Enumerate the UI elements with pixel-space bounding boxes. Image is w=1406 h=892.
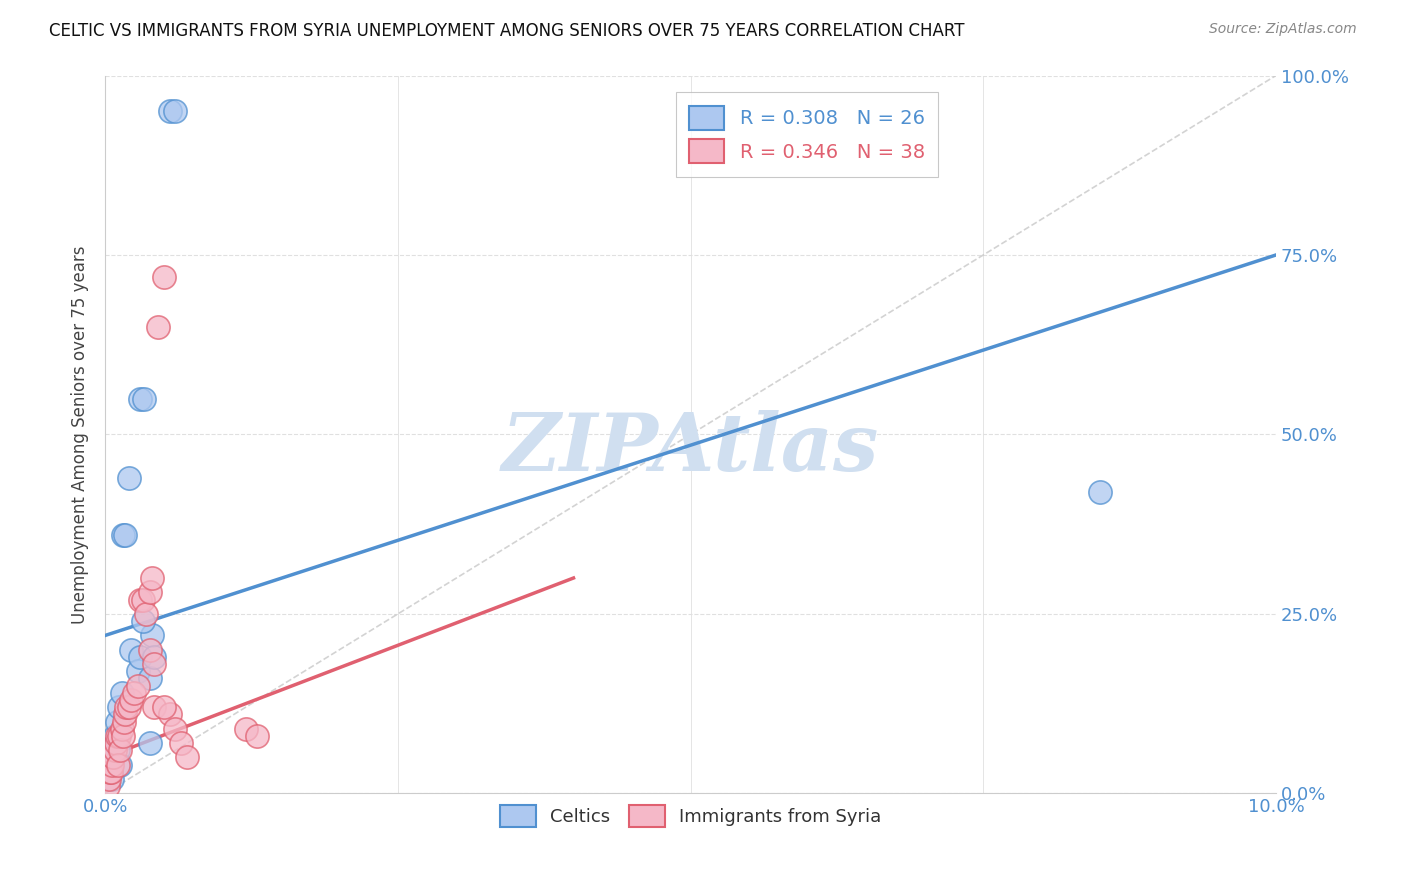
- Point: [143, 657, 166, 672]
- Point: [115, 700, 138, 714]
- Point: [143, 650, 166, 665]
- Point: [1090, 484, 1112, 499]
- Point: [246, 729, 269, 743]
- Point: [103, 743, 125, 757]
- Point: [110, 757, 132, 772]
- Point: [127, 679, 149, 693]
- Point: [146, 319, 169, 334]
- Text: Source: ZipAtlas.com: Source: ZipAtlas.com: [1209, 22, 1357, 37]
- Point: [152, 700, 174, 714]
- Point: [110, 686, 132, 700]
- Point: [107, 743, 129, 757]
- Point: [103, 750, 125, 764]
- Point: [127, 665, 149, 679]
- Point: [114, 528, 136, 542]
- Point: [152, 269, 174, 284]
- Point: [131, 592, 153, 607]
- Point: [107, 757, 129, 772]
- Text: CELTIC VS IMMIGRANTS FROM SYRIA UNEMPLOYMENT AMONG SENIORS OVER 75 YEARS CORRELA: CELTIC VS IMMIGRANTS FROM SYRIA UNEMPLOY…: [49, 22, 965, 40]
- Point: [129, 392, 152, 406]
- Point: [120, 693, 142, 707]
- Y-axis label: Unemployment Among Seniors over 75 years: Unemployment Among Seniors over 75 years: [72, 245, 89, 624]
- Point: [235, 722, 257, 736]
- Text: ZIPAtlas: ZIPAtlas: [502, 410, 879, 488]
- Point: [101, 757, 124, 772]
- Point: [132, 392, 155, 406]
- Point: [103, 729, 125, 743]
- Point: [97, 772, 120, 786]
- Point: [117, 700, 139, 714]
- Point: [159, 707, 181, 722]
- Point: [103, 750, 125, 764]
- Point: [165, 104, 187, 119]
- Point: [111, 528, 134, 542]
- Point: [111, 729, 134, 743]
- Point: [165, 722, 187, 736]
- Point: [101, 772, 124, 786]
- Point: [135, 607, 157, 621]
- Point: [131, 614, 153, 628]
- Point: [105, 729, 128, 743]
- Point: [112, 714, 135, 729]
- Point: [100, 764, 122, 779]
- Point: [141, 628, 163, 642]
- Point: [110, 743, 132, 757]
- Legend: Celtics, Immigrants from Syria: Celtics, Immigrants from Syria: [492, 798, 889, 835]
- Point: [124, 686, 146, 700]
- Point: [129, 650, 152, 665]
- Point: [108, 700, 131, 714]
- Point: [104, 736, 127, 750]
- Point: [105, 714, 128, 729]
- Point: [96, 779, 118, 793]
- Point: [143, 700, 166, 714]
- Point: [108, 729, 131, 743]
- Point: [104, 736, 127, 750]
- Point: [98, 764, 121, 779]
- Point: [129, 592, 152, 607]
- Point: [141, 571, 163, 585]
- Point: [138, 642, 160, 657]
- Point: [159, 104, 181, 119]
- Point: [110, 722, 132, 736]
- Point: [100, 764, 122, 779]
- Point: [120, 642, 142, 657]
- Point: [138, 736, 160, 750]
- Point: [117, 470, 139, 484]
- Point: [138, 585, 160, 599]
- Point: [114, 707, 136, 722]
- Point: [170, 736, 193, 750]
- Point: [176, 750, 198, 764]
- Point: [138, 672, 160, 686]
